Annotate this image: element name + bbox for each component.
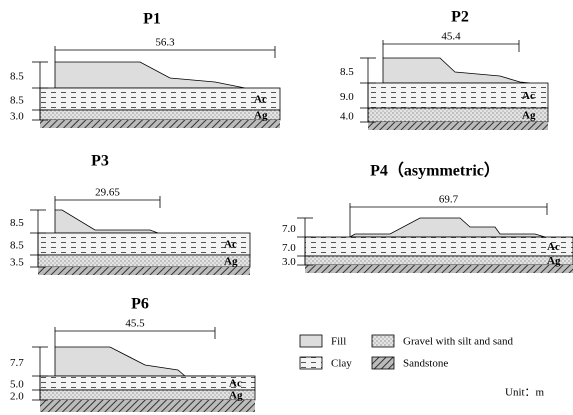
width-label: 45.5 — [125, 318, 145, 330]
fill-layer — [382, 57, 531, 84]
legend-swatch — [299, 334, 323, 348]
width-label: 56.3 — [155, 37, 175, 49]
layer-label: Ac — [224, 239, 237, 251]
width-label: 69.7 — [439, 194, 459, 206]
thickness-label: 5.0 — [10, 379, 24, 391]
panel-title: P3 — [91, 153, 109, 170]
clay-layer — [39, 375, 256, 391]
clay-layer — [367, 82, 549, 109]
layer-label: Ag — [522, 110, 536, 122]
layer-label: Ac — [229, 378, 242, 390]
layer-label: Ag — [224, 256, 238, 268]
thickness-label: 8.5 — [10, 95, 24, 107]
legend-label: Sandstone — [403, 358, 448, 370]
legend-swatch — [371, 334, 395, 348]
thickness-label: 9.0 — [340, 91, 354, 103]
thickness-label: 4.0 — [340, 111, 354, 123]
sandstone-layer — [305, 265, 573, 273]
clay-layer — [37, 232, 251, 256]
fill-layer — [54, 209, 159, 234]
layer-label: Ag — [547, 255, 561, 267]
thickness-label: 8.5 — [10, 71, 24, 83]
width-label: 29.65 — [95, 187, 120, 199]
thickness-label: 3.0 — [282, 256, 296, 268]
gravel-layer — [39, 389, 256, 401]
layer-label: Ag — [229, 390, 243, 402]
fill-layer — [54, 346, 215, 377]
legend-label: Fill — [331, 336, 346, 348]
layer-label: Ag — [254, 110, 268, 122]
thickness-label: 3.0 — [10, 111, 24, 123]
thickness-label: 8.5 — [340, 66, 354, 78]
thickness-label: 7.0 — [282, 242, 296, 254]
panel-title: P4（asymmetric） — [370, 162, 500, 180]
clay-layer — [304, 236, 573, 257]
gravel-layer — [39, 109, 281, 121]
sandstone-layer — [40, 400, 255, 412]
thickness-label: 8.5 — [10, 240, 24, 252]
thickness-label: 7.0 — [282, 223, 296, 235]
thickness-label: 3.5 — [10, 257, 24, 269]
legend-swatch — [299, 356, 323, 370]
panel-title: P1 — [143, 11, 161, 28]
legend-label: Gravel with silt and sand — [403, 336, 513, 348]
layer-label: Ac — [547, 241, 560, 253]
sandstone-layer — [38, 267, 250, 275]
thickness-label: 8.5 — [10, 217, 24, 229]
thickness-label: 2.0 — [10, 391, 24, 403]
fill-layer — [54, 61, 246, 89]
panel-title: P6 — [131, 296, 149, 313]
thickness-label: 7.7 — [10, 357, 24, 369]
sandstone-layer — [368, 122, 548, 130]
layer-label: Ac — [522, 90, 535, 102]
layer-label: Ac — [254, 94, 267, 106]
unit-label: Unit：m — [505, 387, 545, 399]
clay-layer — [39, 87, 281, 111]
fill-layer — [348, 217, 546, 238]
legend-label: Clay — [331, 358, 352, 370]
sandstone-layer — [40, 120, 280, 128]
width-label: 45.4 — [441, 31, 461, 43]
gravel-layer — [304, 255, 573, 266]
gravel-layer — [367, 107, 549, 123]
legend-swatch — [371, 356, 395, 370]
panel-title: P2 — [451, 9, 469, 26]
gravel-layer — [37, 254, 251, 268]
